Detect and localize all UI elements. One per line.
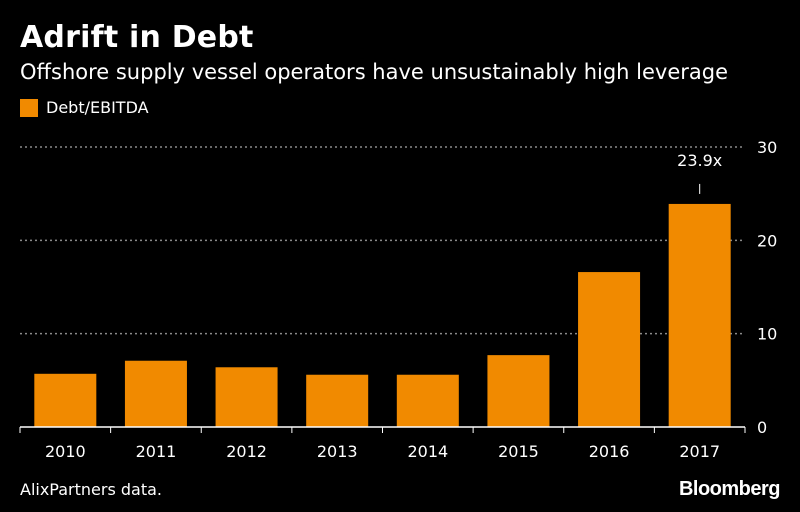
bar	[487, 355, 550, 427]
x-tick-label: 2016	[589, 442, 630, 461]
chart-title: Adrift in Debt	[20, 20, 254, 55]
y-tick-label: 30	[757, 138, 777, 157]
bar	[124, 360, 187, 427]
bar	[396, 374, 459, 427]
chart-subtitle: Offshore supply vessel operators have un…	[20, 60, 729, 84]
bar	[578, 272, 641, 427]
x-tick-label: 2013	[317, 442, 358, 461]
legend: Debt/EBITDA	[20, 98, 149, 117]
y-tick-label: 20	[757, 231, 777, 250]
bloomberg-logo: Bloomberg	[678, 478, 781, 500]
legend-swatch	[20, 98, 38, 117]
x-tick-label: 2014	[407, 442, 448, 461]
bar	[306, 374, 369, 427]
data-label: 23.9x	[677, 151, 722, 170]
source-note: AlixPartners data.	[20, 480, 162, 499]
x-tick-label: 2011	[136, 442, 177, 461]
y-tick-label: 0	[757, 418, 767, 437]
y-tick-label: 10	[757, 325, 777, 344]
bar	[215, 367, 278, 427]
bar	[34, 373, 97, 427]
bar	[668, 203, 731, 427]
legend-label: Debt/EBITDA	[46, 98, 149, 117]
x-tick-label: 2015	[498, 442, 539, 461]
x-tick-label: 2010	[45, 442, 86, 461]
x-tick-label: 2017	[679, 442, 720, 461]
x-tick-label: 2012	[226, 442, 267, 461]
